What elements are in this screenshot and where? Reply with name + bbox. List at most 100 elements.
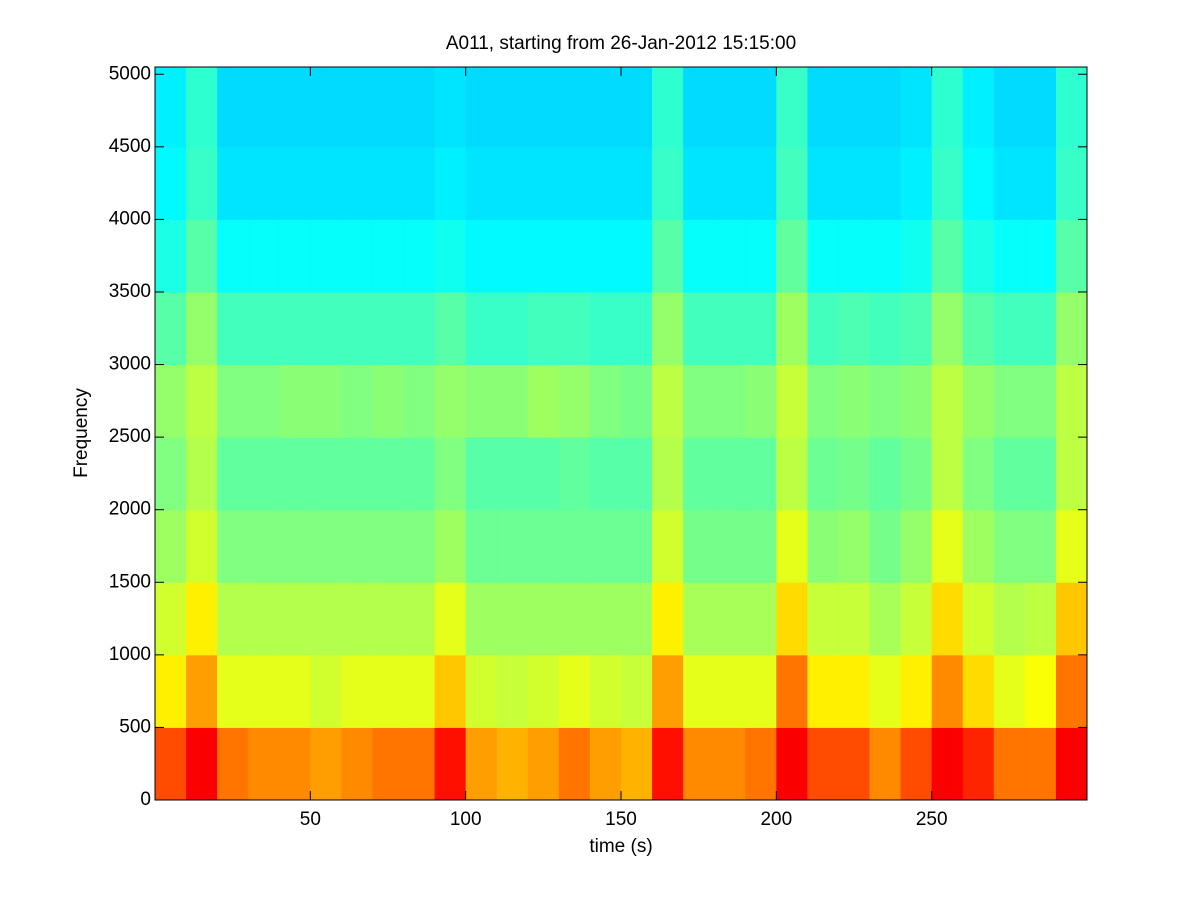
heatmap-cell xyxy=(155,291,187,366)
heatmap-cell xyxy=(838,146,871,220)
heatmap-cell xyxy=(465,727,498,801)
heatmap-cell xyxy=(683,654,715,728)
y-tick-label: 0 xyxy=(140,789,151,810)
heatmap-cell xyxy=(1024,727,1057,801)
heatmap-cell xyxy=(465,654,498,728)
heatmap-cell xyxy=(1024,146,1057,220)
y-tick-label: 1000 xyxy=(109,644,151,665)
heatmap-cell xyxy=(683,509,715,583)
heatmap-cell xyxy=(372,146,405,220)
heatmap-cell xyxy=(714,509,746,583)
heatmap-cell xyxy=(838,654,871,728)
heatmap-cell xyxy=(496,654,529,728)
heatmap-cell xyxy=(745,364,777,438)
heatmap-cell xyxy=(776,654,808,728)
heatmap-cell xyxy=(496,437,529,511)
heatmap-cell xyxy=(248,582,280,656)
heatmap-cell xyxy=(652,582,684,656)
heatmap-cell xyxy=(248,727,280,801)
heatmap-cell xyxy=(652,146,684,220)
heatmap-cell xyxy=(807,146,839,220)
x-tick-label: 150 xyxy=(605,809,637,830)
heatmap-cell xyxy=(155,437,187,511)
heatmap-cell xyxy=(527,509,560,583)
heatmap-cell xyxy=(341,219,373,293)
heatmap-cell xyxy=(341,146,373,220)
heatmap-cell xyxy=(186,291,218,366)
heatmap-cell xyxy=(217,146,249,220)
heatmap-cell xyxy=(279,146,311,220)
heatmap-cell xyxy=(341,582,373,656)
heatmap-cell xyxy=(310,437,342,511)
heatmap-cell xyxy=(403,67,436,148)
heatmap-cell xyxy=(652,364,684,438)
heatmap-cell xyxy=(403,219,436,293)
heatmap-cell xyxy=(558,582,591,656)
heatmap-cell xyxy=(496,219,529,293)
heatmap-cell xyxy=(900,146,933,220)
heatmap-cell xyxy=(589,509,622,583)
heatmap-cell xyxy=(745,437,777,511)
heatmap-cell xyxy=(248,146,280,220)
y-tick-label: 500 xyxy=(119,716,151,737)
heatmap-cell xyxy=(931,727,964,801)
heatmap-cell xyxy=(372,727,405,801)
heatmap-cell xyxy=(403,437,436,511)
heatmap-cell xyxy=(776,582,808,656)
y-tick-label: 2000 xyxy=(109,499,151,520)
heatmap-cell xyxy=(869,364,902,438)
heatmap-cell xyxy=(589,727,622,801)
heatmap-cell xyxy=(776,437,808,511)
heatmap-cell xyxy=(496,727,529,801)
heatmap-cell xyxy=(745,582,777,656)
heatmap-cell xyxy=(341,509,373,583)
heatmap-cell xyxy=(714,219,746,293)
heatmap-cell xyxy=(776,364,808,438)
heatmap-cell xyxy=(838,67,871,148)
heatmap-cell xyxy=(807,364,839,438)
heatmap-cell xyxy=(807,727,839,801)
heatmap-cell xyxy=(341,291,373,366)
x-tick-label: 250 xyxy=(916,809,948,830)
heatmap-cell xyxy=(310,727,342,801)
heatmap-cell xyxy=(372,509,405,583)
heatmap-cell xyxy=(714,291,746,366)
heatmap-cell xyxy=(589,582,622,656)
heatmap-cell xyxy=(652,219,684,293)
heatmap-cell xyxy=(341,67,373,148)
heatmap-cell xyxy=(527,727,560,801)
heatmap-cell xyxy=(1055,146,1088,220)
heatmap-cell xyxy=(558,146,591,220)
heatmap-cell xyxy=(279,364,311,438)
heatmap-cell xyxy=(869,437,902,511)
heatmap-cell xyxy=(714,437,746,511)
heatmap-cell xyxy=(683,291,715,366)
heatmap-cell xyxy=(652,509,684,583)
heatmap-cell xyxy=(155,219,187,293)
heatmap-cell xyxy=(527,219,560,293)
heatmap-cell xyxy=(527,654,560,728)
heatmap-cell xyxy=(310,582,342,656)
heatmap-cell xyxy=(310,364,342,438)
heatmap-cell xyxy=(403,291,436,366)
heatmap-cell xyxy=(434,582,467,656)
heatmap-cell xyxy=(1055,291,1088,366)
heatmap-cell xyxy=(341,364,373,438)
heatmap-cell xyxy=(993,219,1026,293)
heatmap-cell xyxy=(776,67,808,148)
heatmap-cell xyxy=(962,437,995,511)
heatmap-cell xyxy=(589,219,622,293)
heatmap-cell xyxy=(683,582,715,656)
heatmap-cell xyxy=(931,364,964,438)
heatmap-cell xyxy=(993,654,1026,728)
heatmap-cell xyxy=(931,291,964,366)
heatmap-cell xyxy=(558,437,591,511)
heatmap-cell xyxy=(1024,67,1057,148)
heatmap-cell xyxy=(1055,67,1088,148)
heatmap-cell xyxy=(683,727,715,801)
heatmap-cell xyxy=(434,219,467,293)
heatmap-cell xyxy=(807,582,839,656)
heatmap-cell xyxy=(807,437,839,511)
heatmap-cell xyxy=(279,437,311,511)
heatmap-cell xyxy=(248,219,280,293)
